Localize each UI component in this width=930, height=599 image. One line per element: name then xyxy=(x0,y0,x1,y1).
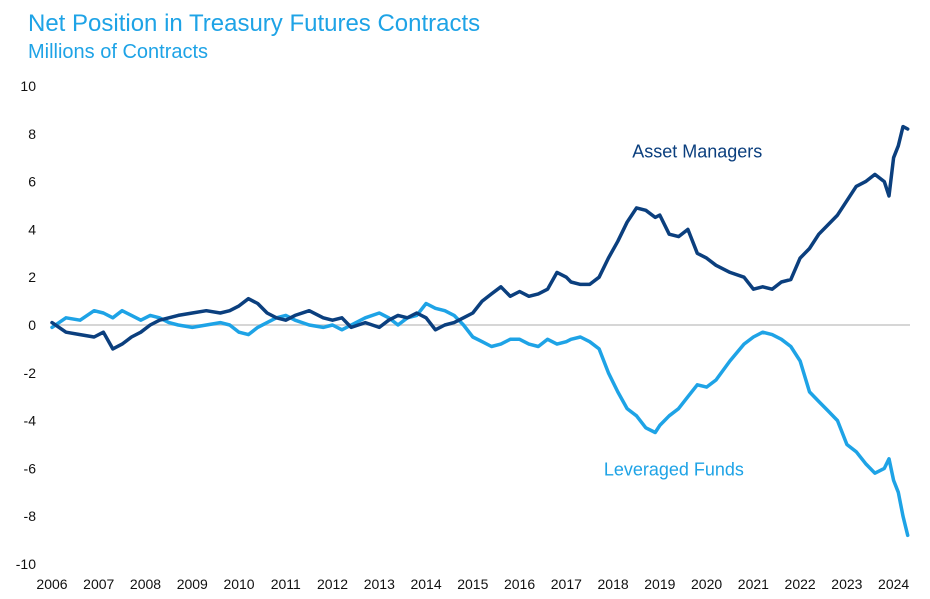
y-tick-label: -8 xyxy=(24,508,37,524)
x-tick-label: 2009 xyxy=(177,576,208,592)
x-tick-label: 2019 xyxy=(644,576,675,592)
x-tick-label: 2007 xyxy=(83,576,114,592)
y-tick-label: -4 xyxy=(24,413,37,429)
x-tick-label: 2014 xyxy=(410,576,441,592)
leveraged-funds-line xyxy=(50,301,910,538)
y-tick-label: 2 xyxy=(28,269,36,285)
x-tick-label: 2017 xyxy=(551,576,582,592)
y-tick-label: -6 xyxy=(24,460,37,476)
y-tick-label: -10 xyxy=(16,556,36,572)
chart-subtitle: Millions of Contracts xyxy=(28,41,209,63)
x-tick-label: 2021 xyxy=(738,576,769,592)
x-tick-label: 2018 xyxy=(598,576,629,592)
x-tick-label: 2020 xyxy=(691,576,722,592)
chart-title: Net Position in Treasury Futures Contrac… xyxy=(28,10,481,37)
x-tick-label: 2010 xyxy=(223,576,254,592)
x-tick-label: 2011 xyxy=(271,576,301,592)
x-tick-label: 2022 xyxy=(785,576,816,592)
y-tick-label: 6 xyxy=(28,174,36,190)
y-tick-label: 10 xyxy=(20,78,36,94)
y-tick-label: -2 xyxy=(24,365,37,381)
leveraged-funds-label: Leveraged Funds xyxy=(604,460,744,480)
x-tick-label: 2015 xyxy=(457,576,488,592)
x-tick-label: 2023 xyxy=(831,576,862,592)
x-tick-label: 2016 xyxy=(504,576,535,592)
asset-managers-label: Asset Managers xyxy=(632,142,762,162)
x-tick-label: 2024 xyxy=(878,576,909,592)
y-tick-label: 8 xyxy=(28,126,36,142)
asset-managers-line xyxy=(50,124,910,351)
x-tick-label: 2012 xyxy=(317,576,348,592)
y-tick-label: 0 xyxy=(28,317,36,333)
y-tick-label: 4 xyxy=(28,221,36,237)
x-tick-label: 2008 xyxy=(130,576,161,592)
x-tick-label: 2006 xyxy=(36,576,67,592)
x-tick-label: 2013 xyxy=(364,576,395,592)
